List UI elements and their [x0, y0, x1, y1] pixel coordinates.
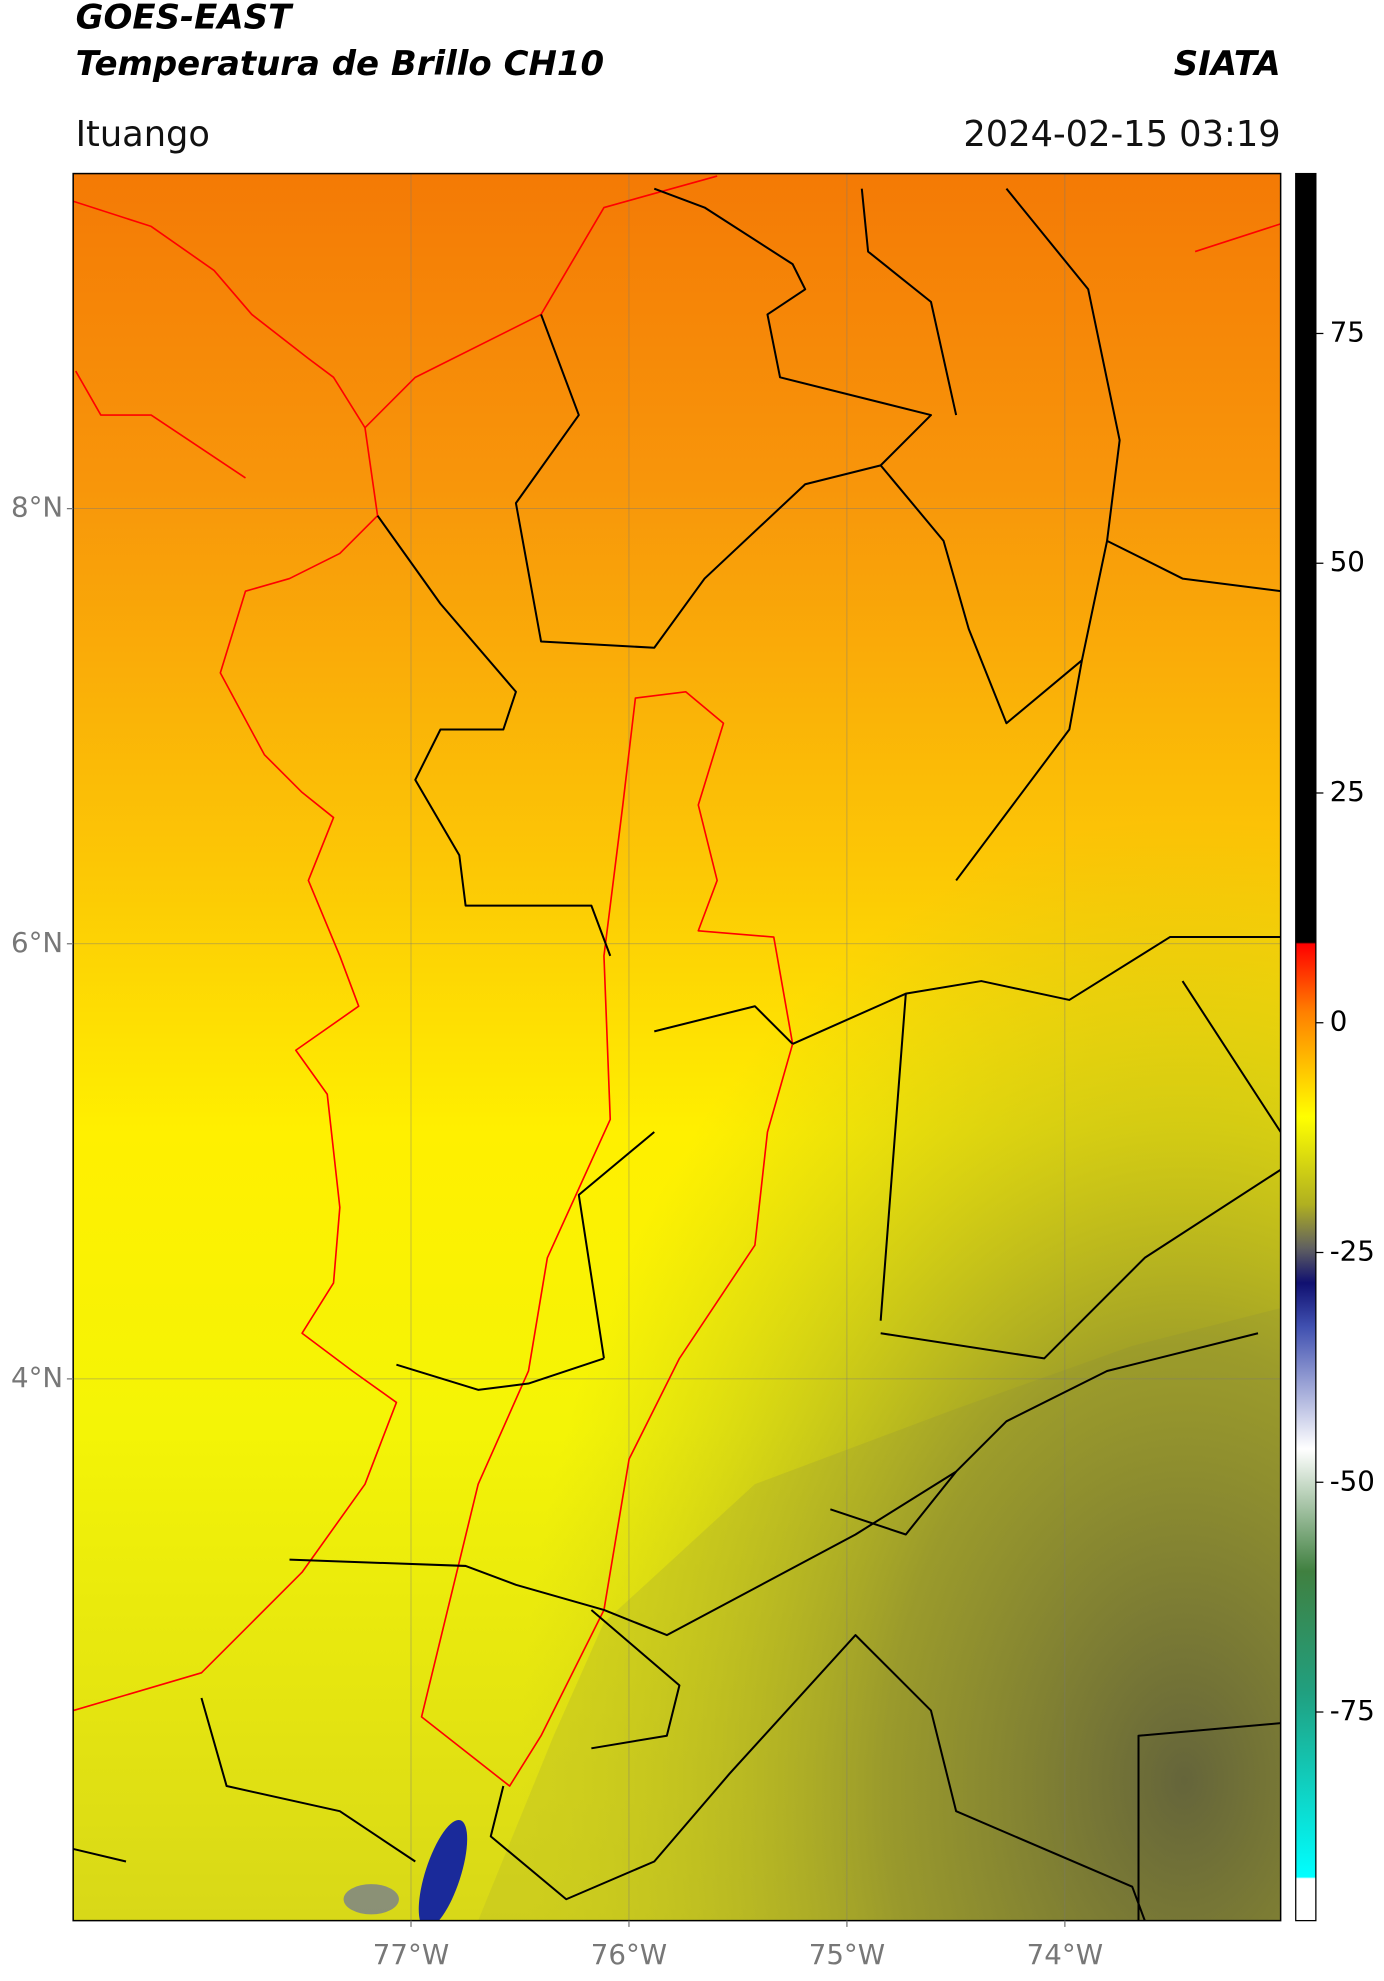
cold-core — [73, 173, 1281, 1921]
cloud-top — [418, 1819, 468, 1921]
y-tick-label: 6°N — [11, 926, 63, 959]
colorbar-tick-label: -75 — [1330, 1694, 1375, 1727]
colorbar-tick-label: 50 — [1330, 545, 1365, 578]
map — [73, 173, 1281, 1921]
title: GOES-EAST — [76, 0, 294, 37]
region-border — [420, 690, 794, 1787]
location: Ituango — [76, 114, 210, 155]
colorbar-tick-label: -25 — [1330, 1235, 1375, 1268]
colorbar-tick-label: -50 — [1330, 1464, 1375, 1497]
colorbar-tick-label: 25 — [1330, 775, 1365, 808]
colorbar-tick-label: 0 — [1330, 1005, 1348, 1038]
y-tick-label: 4°N — [11, 1361, 63, 1394]
graticule — [73, 173, 1281, 1921]
colorbar — [1295, 172, 1317, 1922]
x-tick-label: 76°W — [591, 1938, 667, 1971]
x-tick-label: 74°W — [1027, 1938, 1103, 1971]
subtitle: Temperatura de Brillo CH10 — [76, 44, 604, 84]
timestamp: 2024-02-15 03:19 — [963, 114, 1280, 155]
coastline — [73, 200, 398, 1712]
source: SIATA — [1174, 44, 1281, 84]
colorbar-tick-label: 75 — [1330, 315, 1365, 348]
border — [73, 187, 1281, 1921]
x-tick-label: 77°W — [373, 1938, 449, 1971]
map-frame — [72, 172, 1282, 1922]
cloud-top — [343, 1884, 399, 1915]
x-tick-label: 75°W — [809, 1938, 885, 1971]
y-tick-label: 8°N — [11, 491, 63, 524]
